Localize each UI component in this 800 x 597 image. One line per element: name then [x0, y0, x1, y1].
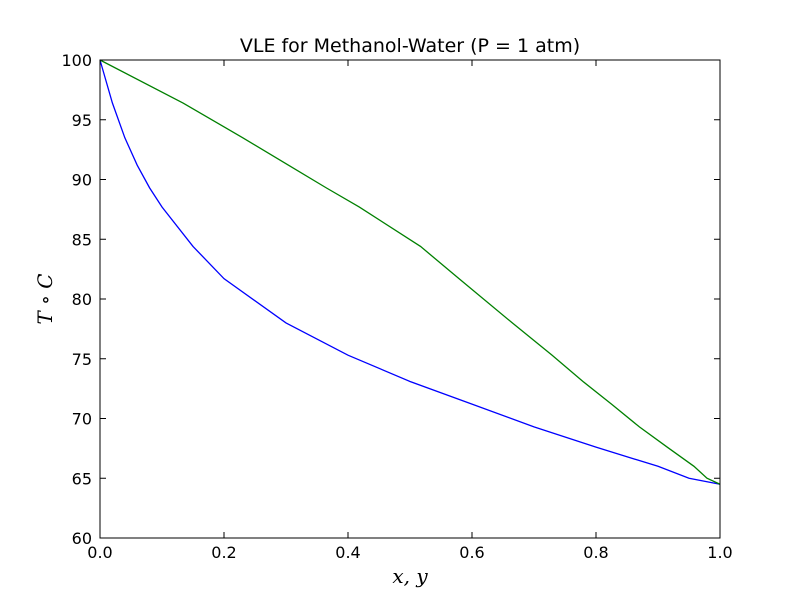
y-tick-label: 60 [72, 529, 92, 548]
x-tick-label: 1.0 [707, 543, 732, 562]
x-tick-label: 0.2 [211, 543, 236, 562]
x-axis-label: x, y [392, 564, 428, 588]
y-tick-label: 90 [72, 171, 92, 190]
x-tick-label: 0.4 [335, 543, 360, 562]
y-tick-label: 100 [61, 51, 92, 70]
y-tick-label: 65 [72, 469, 92, 488]
chart-title: VLE for Methanol-Water (P = 1 atm) [240, 35, 580, 57]
x-tick-label: 0.8 [583, 543, 608, 562]
y-tick-label: 95 [72, 111, 92, 130]
x-tick-label: 0.6 [459, 543, 484, 562]
y-tick-label: 75 [72, 350, 92, 369]
y-tick-label: 80 [72, 290, 92, 309]
plot-area [99, 59, 721, 485]
y-tick-label: 70 [72, 410, 92, 429]
y-axis-label: T ∘ C [33, 273, 57, 324]
x-tick-label: 0.0 [87, 543, 112, 562]
y-axis: 60 65 70 75 80 85 90 95 100 [61, 51, 720, 548]
series-line-liquid [99, 59, 721, 485]
series-line-vapor [99, 59, 721, 485]
y-tick-label: 85 [72, 230, 92, 249]
x-axis: 0.0 0.2 0.4 0.6 0.8 1.0 [87, 60, 733, 562]
